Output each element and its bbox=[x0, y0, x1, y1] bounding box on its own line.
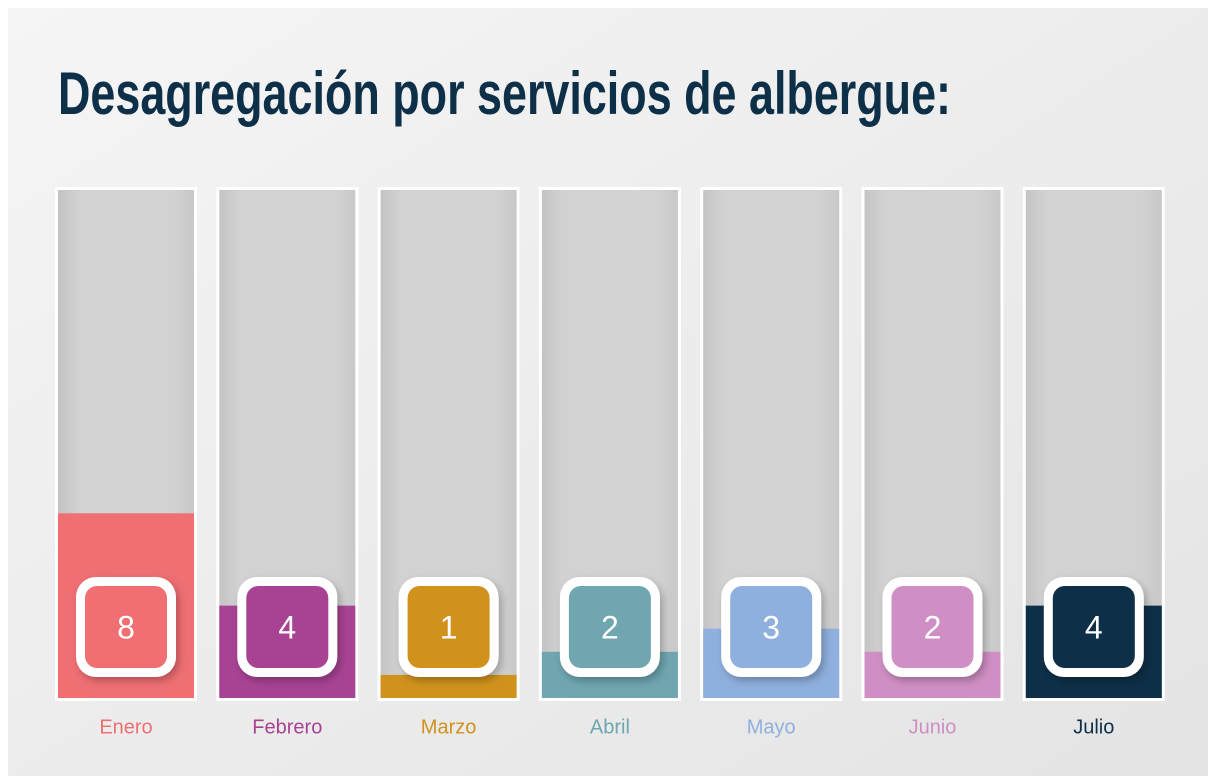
category-label: Junio bbox=[909, 716, 957, 738]
bar bbox=[380, 674, 517, 698]
badge bbox=[730, 586, 813, 668]
category-label: Marzo bbox=[421, 716, 477, 738]
badge bbox=[891, 586, 974, 668]
value-label: 8 bbox=[117, 609, 135, 645]
value-label: 4 bbox=[1085, 609, 1103, 645]
value-label: 4 bbox=[278, 609, 296, 645]
category-label: Julio bbox=[1073, 716, 1114, 738]
category-label: Abril bbox=[590, 716, 630, 738]
chart-title: Desagregación por servicios de albergue: bbox=[58, 60, 951, 127]
category-label: Febrero bbox=[252, 716, 322, 738]
value-label: 2 bbox=[924, 609, 942, 645]
value-label: 3 bbox=[762, 609, 780, 645]
badge bbox=[407, 586, 490, 668]
value-label: 2 bbox=[601, 609, 619, 645]
badge bbox=[246, 586, 329, 668]
badge bbox=[568, 586, 651, 668]
badge bbox=[1052, 586, 1135, 668]
value-label: 1 bbox=[440, 609, 458, 645]
badge bbox=[85, 586, 167, 668]
category-label: Mayo bbox=[747, 716, 796, 738]
category-label: Enero bbox=[99, 716, 152, 738]
